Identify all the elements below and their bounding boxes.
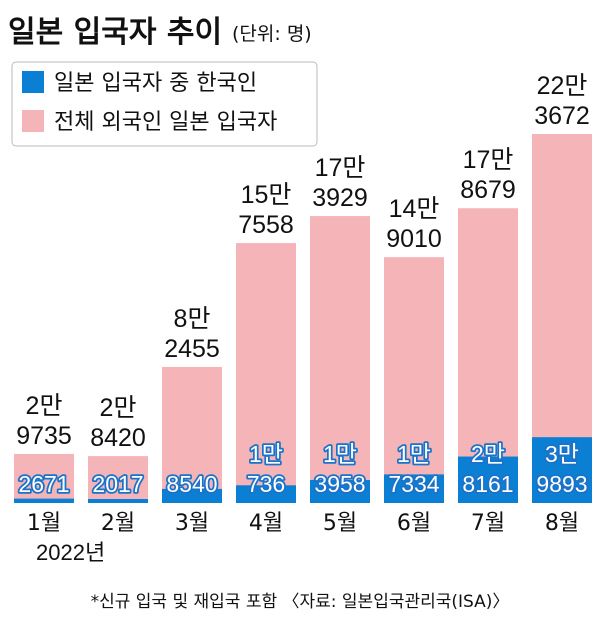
label-korean-7-line-2: 8161 (462, 471, 513, 497)
label-total-6-line-2: 9010 (386, 225, 442, 253)
label-korean-5-line-2: 3958 (314, 471, 365, 497)
label-total-2-line-1: 2만 (100, 394, 137, 422)
bar-korean-7 (458, 456, 518, 503)
label-total-4-line-1: 15만 (241, 181, 292, 209)
bar-total-7 (458, 208, 518, 503)
bar-total-4 (236, 243, 296, 503)
label-korean-4-line-2: 736 (247, 471, 285, 497)
label-korean-6-line-2: 7334 (388, 471, 439, 497)
bar-korean-8 (532, 437, 592, 503)
label-total-8-line-2: 3672 (534, 102, 590, 130)
x-axis-ticks: 1월 2월 3월 4월 5월 6월 7월 8월 (27, 511, 579, 536)
footnote: *신규 입국 및 재입국 포함 〈자료: 일본입국관리국(ISA)〉 (91, 592, 510, 612)
label-total-1-line-2: 9735 (16, 422, 72, 450)
bar-korean-5 (310, 479, 370, 503)
label-korean-1-line-1: 2671 (18, 471, 69, 497)
label-total-5-line-1: 17만 (315, 154, 366, 182)
legend-box (11, 61, 318, 147)
x-tick-3: 3월 (175, 511, 209, 536)
bar-korean-4 (236, 485, 296, 503)
x-tick-8: 8월 (545, 511, 579, 536)
bar-korean-1 (14, 498, 74, 503)
legend-swatch-korean (22, 71, 44, 93)
data-labels: 2만973526712만842020178만2455854015만75581만7… (16, 72, 590, 499)
label-total-7-line-2: 8679 (460, 176, 516, 204)
label-korean-6-line-1: 1만 (397, 441, 431, 467)
legend-label-total: 전체 외국인 일본 입국자 (54, 110, 277, 135)
x-tick-7: 7월 (471, 511, 505, 536)
label-total-6-line-1: 14만 (389, 195, 440, 223)
label-total-1-line-1: 2만 (26, 392, 63, 420)
bar-total-1 (14, 453, 74, 503)
label-total-2-line-2: 8420 (90, 424, 146, 452)
label-korean-5-line-1: 1만 (323, 441, 357, 467)
x-tick-6: 6월 (397, 511, 431, 536)
label-total-3-line-1: 8만 (174, 305, 211, 333)
label-total-4-line-2: 7558 (238, 211, 294, 239)
bar-korean-6 (384, 474, 444, 503)
x-tick-5: 5월 (323, 511, 357, 536)
bar-total-5 (310, 216, 370, 503)
bar-korean-3 (162, 488, 222, 503)
year-label: 2022년 (36, 540, 105, 565)
legend-swatch-total (22, 110, 44, 132)
bar-korean-2 (88, 499, 148, 503)
unit-note: (단위: 명) (232, 23, 312, 45)
x-tick-2: 2월 (101, 511, 135, 536)
x-tick-4: 4월 (249, 511, 283, 536)
label-total-3-line-2: 2455 (164, 335, 220, 363)
label-korean-4-line-1: 1만 (249, 441, 283, 467)
bars (14, 134, 592, 503)
label-korean-8-line-1: 3만 (545, 441, 579, 467)
label-korean-2-line-1: 2017 (92, 471, 143, 497)
label-korean-3-line-1: 8540 (166, 471, 217, 497)
legend: 일본 입국자 중 한국인 전체 외국인 일본 입국자 (11, 61, 318, 147)
bar-total-3 (162, 366, 222, 503)
chart-title: 일본 입국자 추이 (8, 15, 222, 50)
label-total-5-line-2: 3929 (312, 184, 368, 212)
legend-label-korean: 일본 입국자 중 한국인 (54, 71, 257, 96)
label-korean-7-line-1: 2만 (471, 441, 505, 467)
x-tick-1: 1월 (27, 511, 61, 536)
label-total-7-line-1: 17만 (463, 146, 514, 174)
label-korean-8-line-2: 9893 (536, 471, 587, 497)
bar-total-2 (88, 456, 148, 503)
label-total-8-line-1: 22만 (537, 72, 588, 100)
bar-total-6 (384, 257, 444, 503)
